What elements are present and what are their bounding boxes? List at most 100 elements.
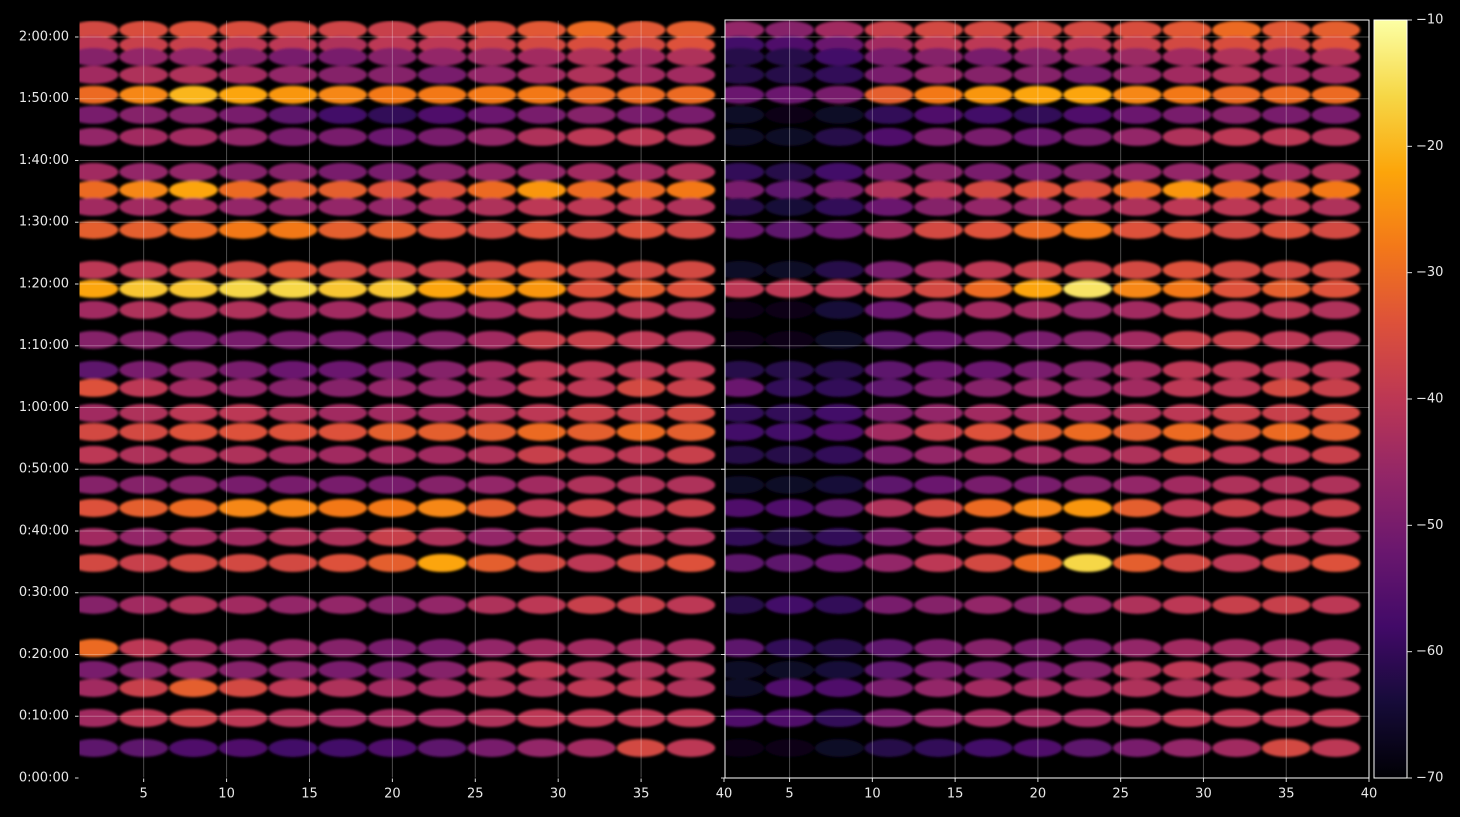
cell — [814, 660, 864, 679]
cell — [417, 180, 467, 199]
cell — [1261, 527, 1311, 546]
cell — [616, 403, 666, 422]
cell — [1311, 65, 1361, 84]
cell — [119, 738, 169, 757]
cell — [864, 65, 914, 84]
cell — [666, 678, 716, 697]
cell — [725, 378, 765, 397]
cell — [1112, 660, 1162, 679]
cell — [1212, 260, 1261, 279]
cell — [765, 678, 814, 697]
cell — [119, 378, 169, 397]
cell — [1261, 180, 1311, 199]
cell — [765, 595, 814, 614]
cell — [1013, 197, 1063, 216]
cell — [169, 300, 218, 319]
cell — [1112, 708, 1162, 727]
cell — [616, 65, 666, 84]
cell — [616, 197, 666, 216]
cell — [864, 475, 914, 494]
cell — [963, 162, 1013, 181]
cell — [1261, 378, 1311, 397]
cell — [666, 220, 716, 239]
cell — [417, 498, 467, 517]
cell — [79, 660, 119, 679]
plot-frame — [78, 19, 725, 779]
cell — [814, 85, 864, 104]
cell — [914, 85, 963, 104]
cell — [1112, 422, 1162, 441]
cell — [1063, 85, 1112, 104]
cell — [517, 554, 566, 573]
cell — [467, 260, 517, 279]
cell — [616, 708, 666, 727]
cell — [566, 279, 616, 298]
cell — [218, 554, 268, 573]
cell — [1013, 475, 1063, 494]
cell — [268, 738, 318, 757]
cell — [814, 708, 864, 727]
cell — [417, 378, 467, 397]
cell — [119, 403, 169, 422]
cell — [368, 105, 417, 124]
cell — [268, 422, 318, 441]
cell — [218, 197, 268, 216]
x-tick-label: 25 — [467, 787, 484, 802]
cell — [467, 85, 517, 104]
cell — [467, 422, 517, 441]
cell — [1112, 20, 1162, 39]
cell — [814, 595, 864, 614]
cell — [1112, 595, 1162, 614]
cell — [517, 708, 566, 727]
cell — [119, 260, 169, 279]
cell — [725, 105, 765, 124]
cell — [218, 260, 268, 279]
cell — [725, 554, 765, 572]
cell — [1013, 403, 1063, 422]
cell — [1162, 498, 1212, 517]
cell — [765, 422, 814, 441]
colorbar-tick-label: −10 — [1416, 13, 1443, 28]
cell — [566, 300, 616, 319]
plot-frame — [724, 19, 1370, 779]
cell — [1212, 162, 1261, 181]
cell — [169, 660, 218, 679]
cell — [1162, 300, 1212, 319]
cell — [914, 527, 963, 546]
cell — [963, 378, 1013, 397]
cell — [417, 162, 467, 181]
cell — [616, 47, 666, 66]
cell — [119, 105, 169, 124]
cell — [914, 639, 963, 658]
cell — [914, 708, 963, 727]
cell — [1013, 595, 1063, 614]
cell — [368, 527, 417, 546]
cell — [566, 47, 616, 66]
cell — [368, 475, 417, 494]
cell — [517, 162, 566, 181]
cell — [79, 595, 119, 614]
cell — [467, 127, 517, 146]
cell — [1311, 378, 1361, 397]
cell — [79, 220, 119, 239]
cell — [616, 330, 666, 349]
cell — [218, 279, 268, 298]
cell — [914, 360, 963, 379]
cell — [1311, 330, 1361, 349]
cell — [616, 20, 666, 39]
cell — [169, 738, 218, 757]
cell — [1212, 678, 1261, 697]
cell — [467, 498, 517, 517]
cell — [963, 708, 1013, 727]
cell — [417, 197, 467, 216]
cell — [1261, 498, 1311, 517]
cell — [169, 85, 218, 104]
cell — [1212, 47, 1261, 66]
cell — [725, 709, 765, 727]
cell — [616, 678, 666, 697]
cell — [566, 498, 616, 517]
cell — [963, 498, 1013, 517]
cell — [517, 360, 566, 379]
cell — [1112, 220, 1162, 239]
cell — [268, 330, 318, 349]
